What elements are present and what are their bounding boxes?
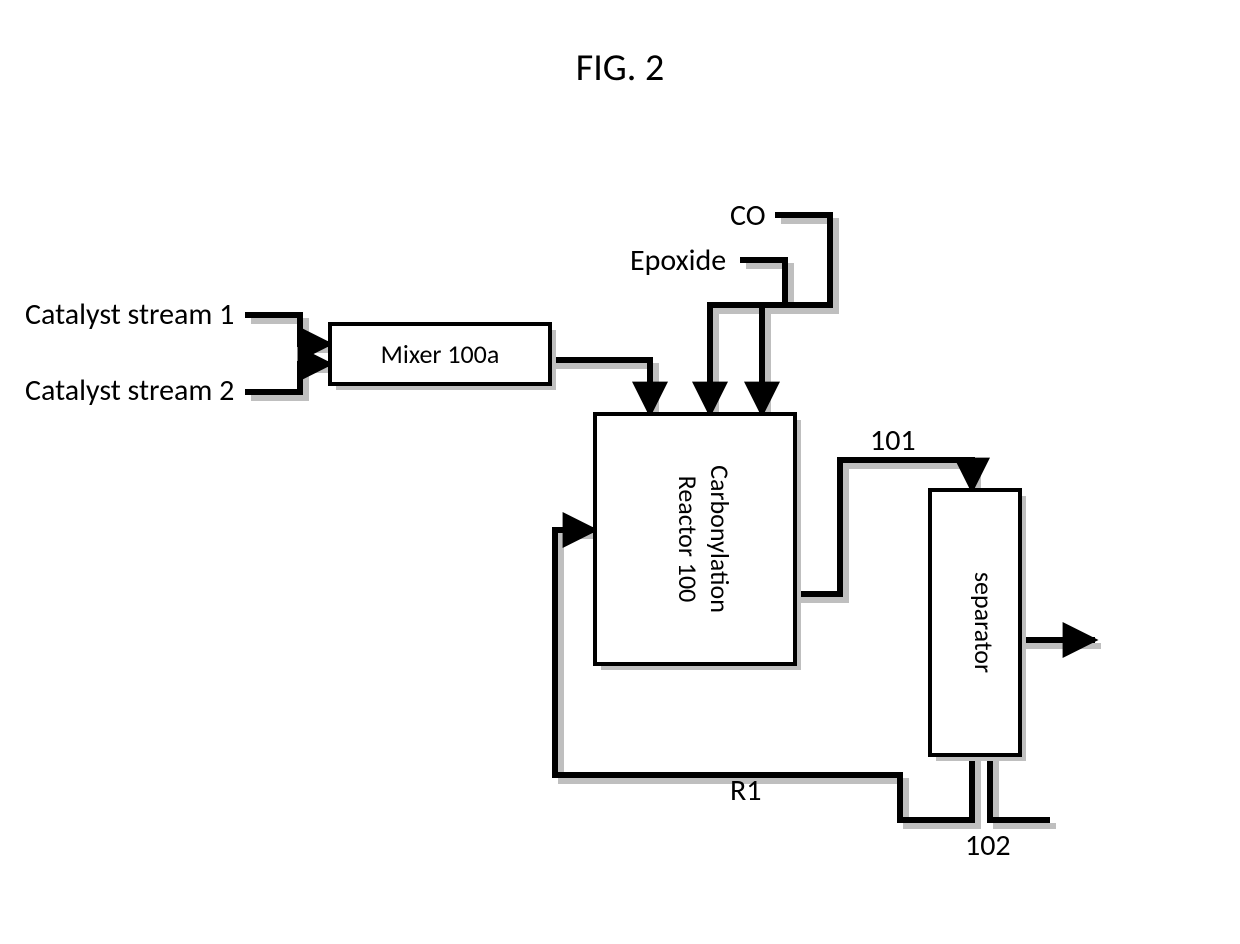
co-label: CO bbox=[730, 197, 766, 234]
stream_101-label: 101 bbox=[870, 422, 916, 459]
stream_102-label: 102 bbox=[965, 827, 1011, 864]
catalyst1-label: Catalyst stream 1 bbox=[25, 296, 234, 333]
stream-catalyst2 bbox=[245, 364, 336, 398]
stream-catalyst1 bbox=[245, 315, 336, 350]
epoxide-label: Epoxide bbox=[630, 242, 726, 279]
separator-box: separator bbox=[930, 490, 1026, 761]
stream-mixer_to_reactor bbox=[550, 360, 656, 420]
stream-epoxide_in bbox=[710, 260, 791, 420]
stream-stream_102 bbox=[990, 755, 1056, 826]
reactor-label-2: Reactor 100 bbox=[672, 476, 704, 603]
mixer-label: Mixer 100a bbox=[381, 338, 500, 370]
separator-label: separator bbox=[968, 572, 1000, 673]
reactor-label-1: Carbonylation bbox=[704, 465, 736, 613]
catalyst2-label: Catalyst stream 2 bbox=[25, 372, 234, 409]
stream-sep_product bbox=[1020, 640, 1101, 646]
reactor-box: CarbonylationReactor 100 bbox=[595, 414, 801, 670]
recycle-label: R1 bbox=[730, 772, 762, 809]
figure-title: FIG. 2 bbox=[576, 45, 664, 91]
stream-co_in bbox=[762, 215, 836, 420]
mixer-box: Mixer 100a bbox=[330, 324, 556, 390]
